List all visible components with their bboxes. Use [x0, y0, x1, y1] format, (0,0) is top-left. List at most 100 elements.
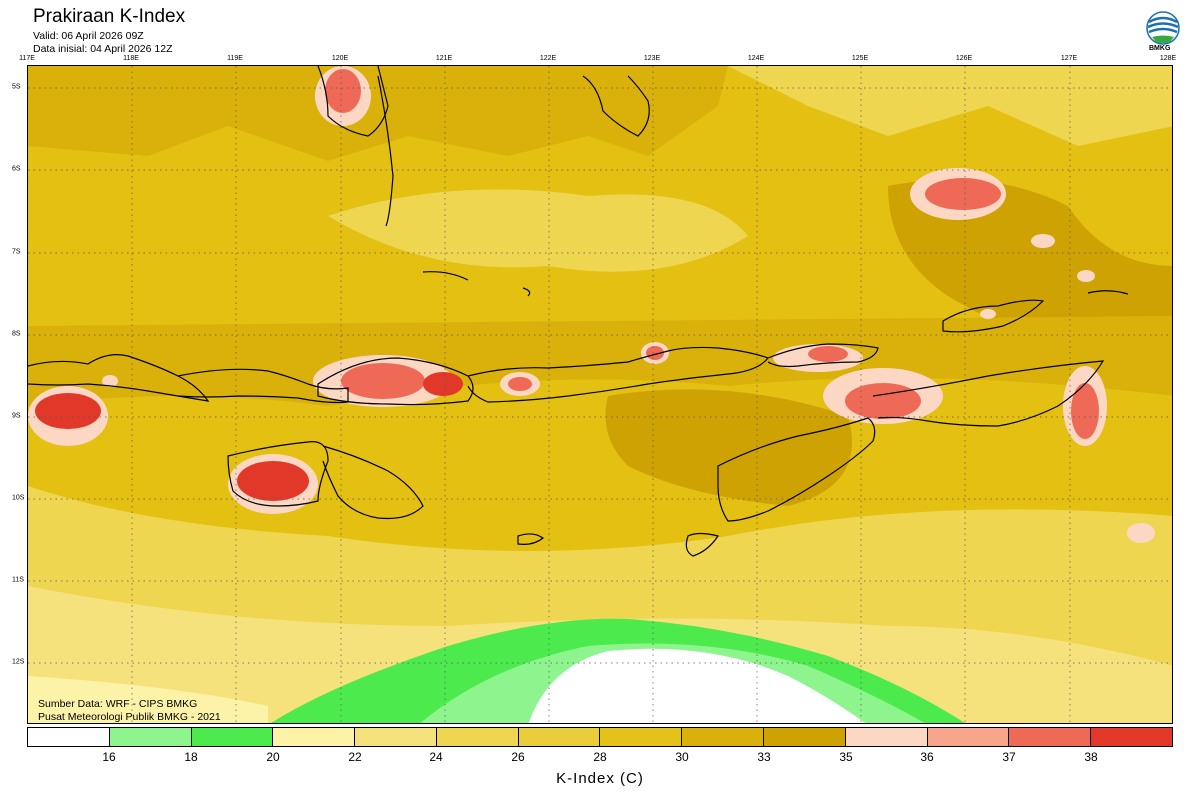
coast-small-1 [422, 271, 469, 281]
coast-small-3 [1087, 290, 1129, 295]
cell-red [646, 346, 664, 360]
colorbar-segment [600, 728, 683, 746]
lon-label: 127E [1060, 55, 1078, 62]
coast-flores [467, 346, 769, 403]
coast-flores-west [317, 357, 474, 406]
field-north [28, 66, 728, 161]
coast-sumbawa-west [28, 354, 210, 402]
colorbar-label: 30 [675, 750, 689, 764]
colorbar-label: 38 [1084, 750, 1098, 764]
colorbar-label: 24 [429, 750, 443, 764]
logo-text: BMKG [1149, 45, 1171, 52]
lat-label: 10S [12, 494, 25, 502]
colorbar-label: 16 [102, 750, 116, 764]
field-timor-dark [605, 389, 852, 506]
coast-sulawesi [317, 66, 389, 137]
cell-red [808, 346, 848, 362]
lat-label: 11S [12, 576, 24, 584]
cell-red [237, 461, 309, 501]
lon-label: 124E [747, 55, 765, 62]
coast-timor-east [872, 360, 1105, 427]
coast-small-2 [522, 287, 531, 297]
lon-label: 125E [851, 55, 869, 62]
field-sw-pale [28, 676, 268, 723]
coastlines [28, 66, 1129, 557]
lat-label: 6S [12, 165, 21, 173]
colorbar-label: 36 [920, 750, 934, 764]
lon-label: 123E [643, 55, 661, 62]
colorbar-segment [927, 728, 1010, 746]
lon-label: 117E [19, 55, 35, 62]
lon-label: 118E [123, 55, 139, 62]
colorbar-segment [682, 728, 765, 746]
colorbar-segment [355, 728, 437, 746]
coast-sumba-west [227, 441, 329, 507]
k-index-map: Sumber Data: WRF - CIPS BMKG Pusat Meteo… [27, 65, 1173, 724]
bmkg-logo-icon [1146, 11, 1180, 45]
init-time: Data inisial: 04 April 2026 12Z [33, 43, 173, 55]
cell-red [508, 377, 532, 391]
lon-label: 121E [435, 55, 453, 62]
coast-selayar [377, 75, 394, 227]
field-white [528, 648, 866, 723]
valid-time: Valid: 06 April 2026 09Z [33, 30, 144, 42]
coast-wetar [942, 299, 1045, 333]
lon-label: 126E [955, 55, 973, 62]
map-canvas: Sumber Data: WRF - CIPS BMKG Pusat Meteo… [28, 66, 1172, 723]
cell-red [341, 363, 425, 399]
cell-red [325, 69, 361, 113]
cell-peach [980, 309, 996, 319]
colorbar-segment [764, 728, 846, 746]
colorbar-label: 22 [348, 750, 362, 764]
lat-label: 9S [12, 412, 21, 420]
coast-sumbawa [177, 368, 349, 404]
colorbar-label: 37 [1002, 750, 1016, 764]
colorbar-label: 28 [593, 750, 607, 764]
colorbar-segment [109, 728, 192, 746]
colorbar-label: 20 [266, 750, 280, 764]
colorbar-label: 26 [511, 750, 525, 764]
cell-peach [1031, 234, 1055, 248]
cell-red [35, 393, 101, 429]
agency-credit: Pusat Meteorologi Publik BMKG - 2021 [38, 711, 221, 723]
cell-peach [102, 375, 118, 387]
coast-timor [717, 417, 876, 522]
lat-label: 8S [12, 330, 21, 338]
colorbar-segment [436, 728, 519, 746]
cell-red [845, 383, 921, 419]
colorbar-segment [28, 728, 110, 746]
colorbar-segment [273, 728, 356, 746]
colorbar-title: K-Index (C) [556, 770, 644, 787]
lon-label: 122E [539, 55, 557, 62]
source-credit: Sumber Data: WRF - CIPS BMKG [38, 698, 197, 710]
coast-rote [685, 532, 719, 557]
cell-peach [1077, 270, 1095, 282]
colorbar-segment [191, 728, 274, 746]
colorbar-segment [845, 728, 928, 746]
cell-red [423, 372, 463, 396]
colorbar-segment [1009, 728, 1092, 746]
gridlines [28, 66, 1172, 723]
cell-red [925, 178, 1001, 210]
coast-sumba [322, 445, 424, 520]
colorbar-segment [1091, 728, 1172, 746]
coast-buton [582, 75, 650, 137]
field-central-light [328, 189, 748, 272]
lat-label: 5S [12, 83, 21, 91]
colorbar-label: 33 [757, 750, 771, 764]
lon-label: 128E [1159, 55, 1177, 62]
lon-label: 119E [227, 55, 243, 62]
k-index-colorbar [27, 727, 1173, 747]
lat-label: 12S [12, 658, 25, 666]
coast-sawu [517, 533, 545, 545]
colorbar-segment [518, 728, 601, 746]
colorbar-label: 35 [839, 750, 853, 764]
map-title: Prakiraan K-Index [33, 6, 186, 27]
lat-label: 7S [12, 248, 21, 256]
field-northeast [728, 66, 1172, 146]
lon-label: 120E [331, 55, 349, 62]
coast-alor [767, 343, 879, 368]
cell-red [1071, 383, 1099, 439]
high-k-cells [28, 66, 1155, 543]
colorbar-label: 18 [184, 750, 198, 764]
